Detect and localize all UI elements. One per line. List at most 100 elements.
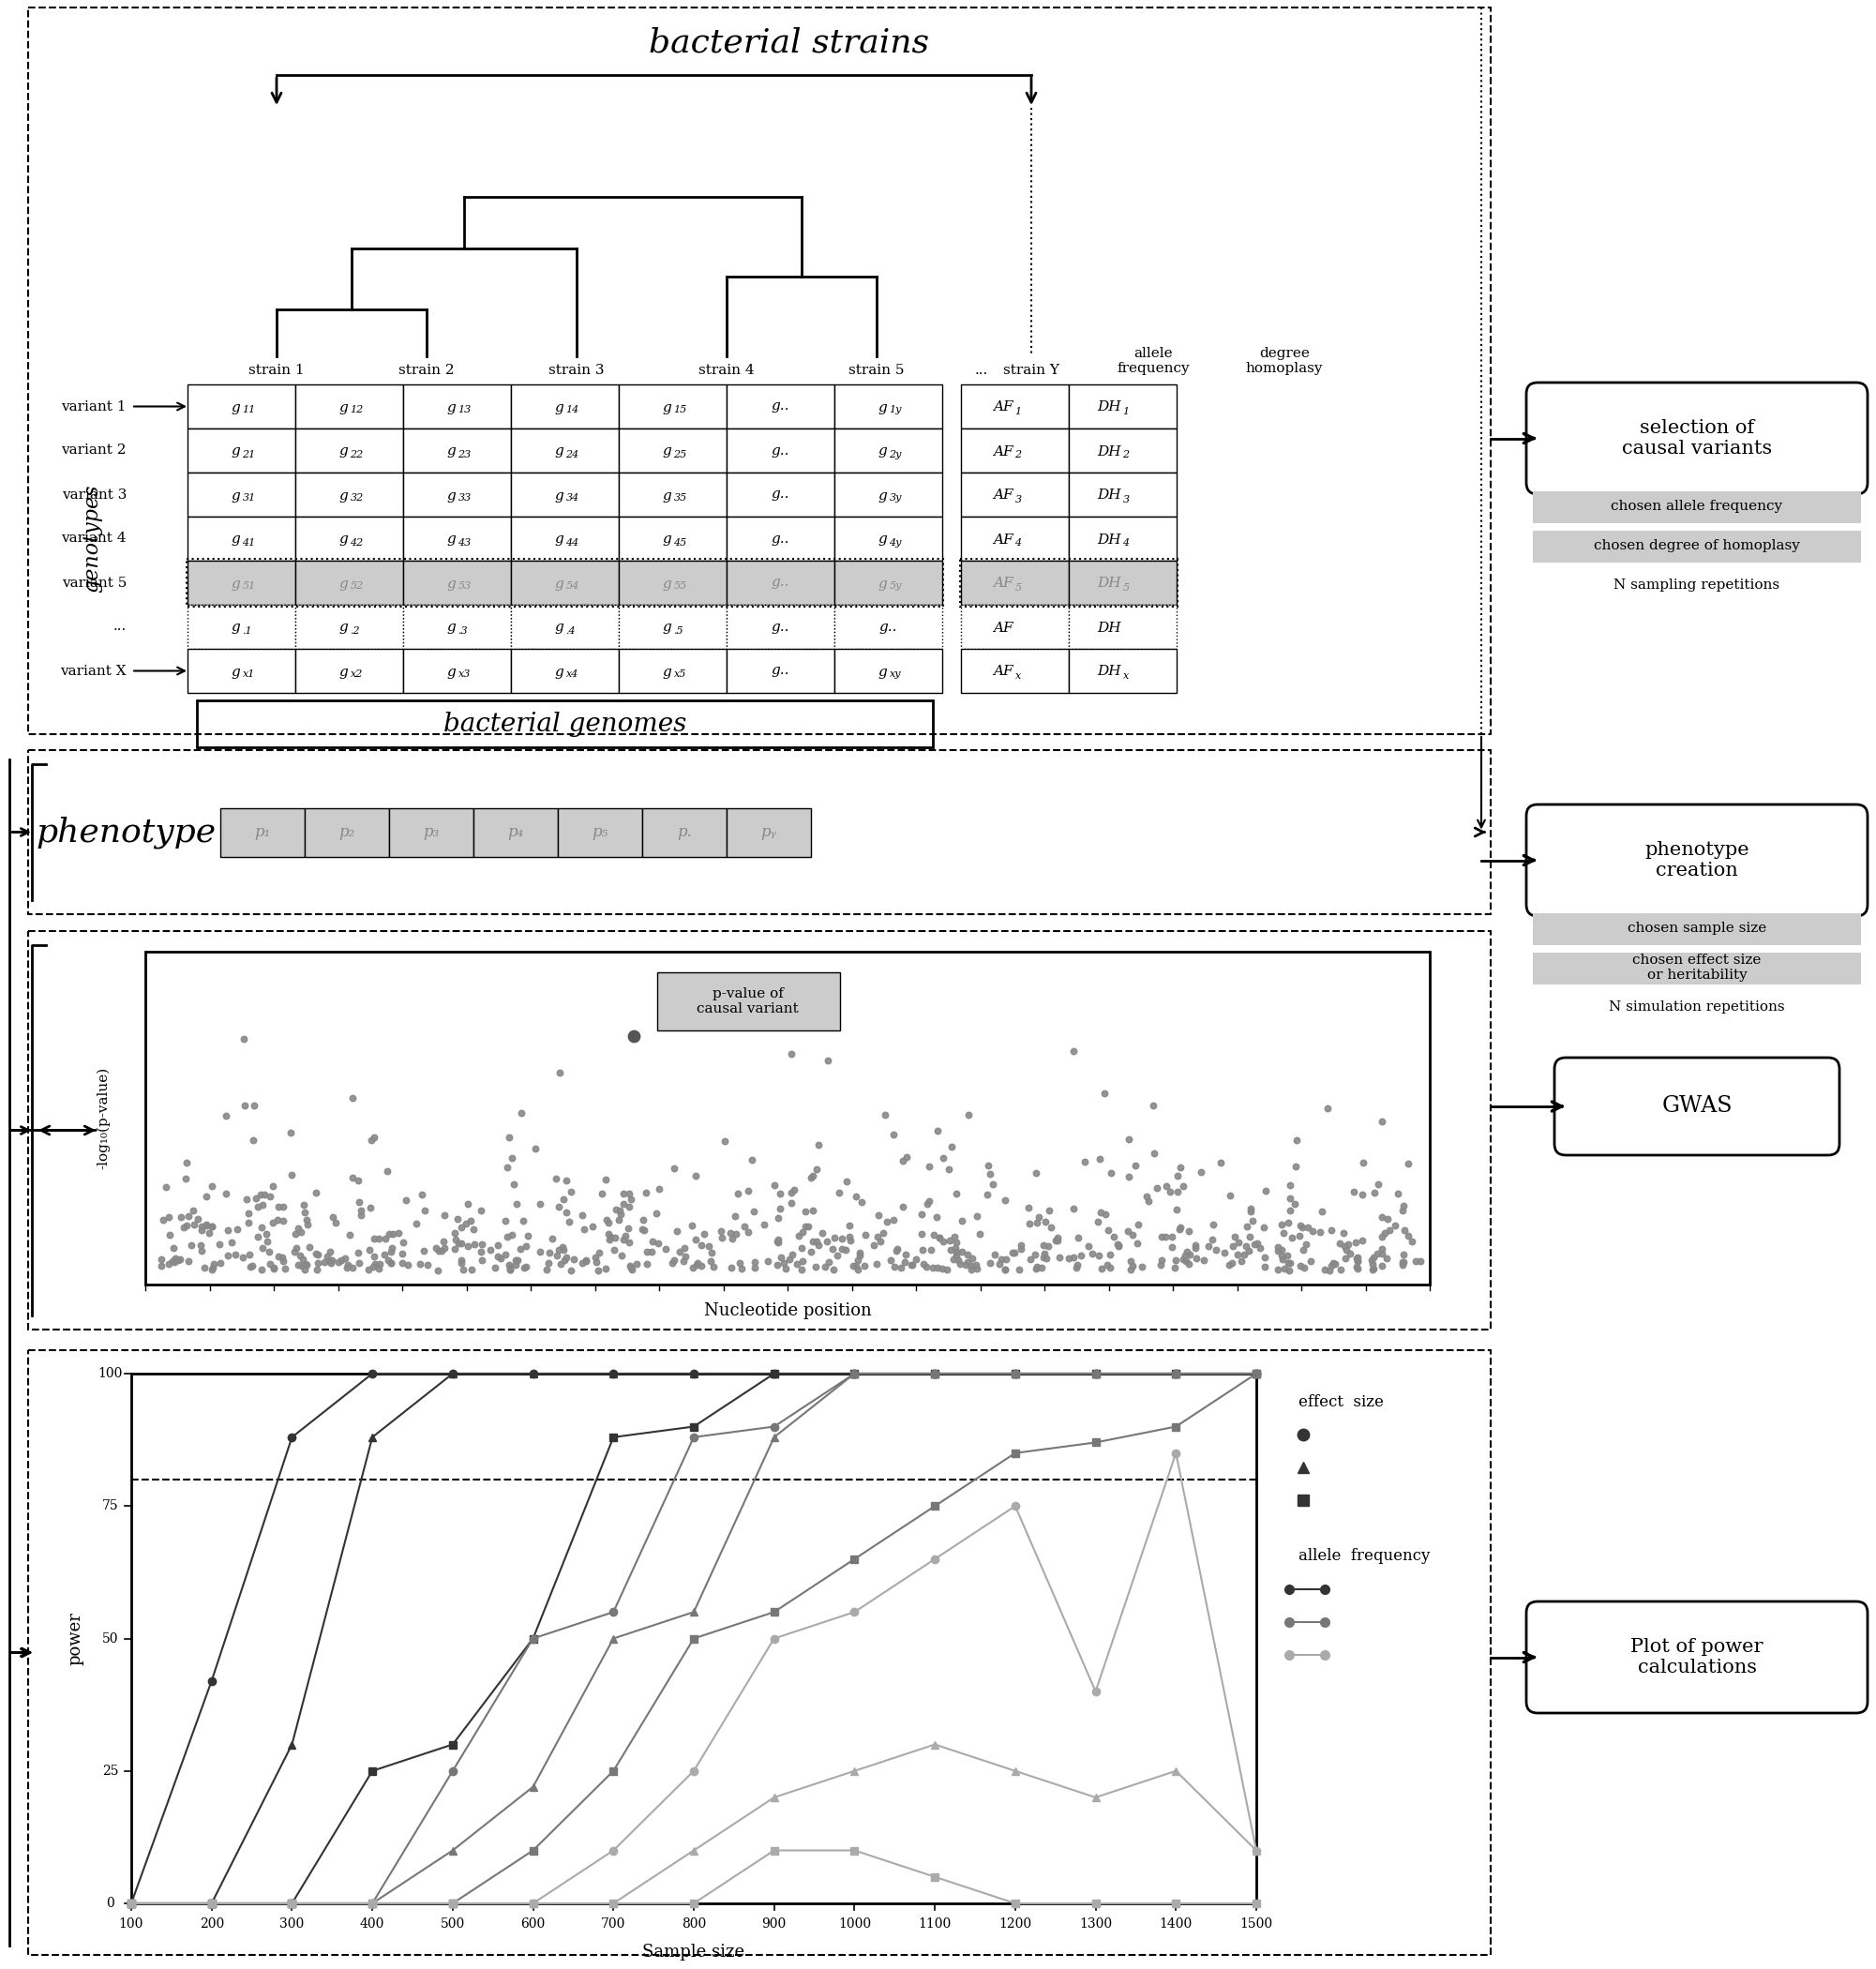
Point (1208, 1237, 1238, 1268)
Point (238, 1124, 268, 1156)
Point (1197, 1225, 1227, 1256)
Point (795, 1162, 825, 1193)
Point (606, 1199, 636, 1231)
Point (1163, 1175, 1193, 1207)
Point (503, 1244, 533, 1276)
Point (1366, 1201, 1396, 1233)
Point (936, 1235, 966, 1266)
Point (533, 1246, 563, 1278)
Bar (510, 604, 619, 650)
Point (976, 1246, 1006, 1278)
Bar (295, 516, 403, 561)
Point (508, 1205, 538, 1237)
Point (321, 1207, 351, 1239)
Text: bacterial genomes: bacterial genomes (443, 711, 687, 736)
Point (446, 1213, 477, 1244)
Point (1289, 1252, 1319, 1284)
Point (1392, 1221, 1422, 1252)
Point (578, 1211, 608, 1242)
Text: g: g (231, 620, 240, 634)
Point (1165, 1213, 1195, 1244)
Bar (961, 559, 1178, 606)
Point (1122, 1229, 1152, 1260)
Point (1169, 1240, 1199, 1272)
Point (1381, 1209, 1411, 1240)
Point (1349, 1146, 1379, 1177)
Point (777, 1239, 807, 1270)
Text: g: g (878, 534, 887, 545)
Text: Nucleotide position: Nucleotide position (704, 1302, 870, 1319)
Point (1394, 1148, 1424, 1179)
Point (353, 1254, 383, 1286)
Point (870, 1099, 900, 1130)
Point (840, 1250, 870, 1282)
Point (358, 1250, 388, 1282)
Bar (186, 559, 944, 606)
Text: g: g (340, 445, 349, 459)
Point (1386, 1246, 1416, 1278)
Point (332, 1252, 362, 1284)
Point (717, 1223, 747, 1254)
Point (1234, 1235, 1264, 1266)
Bar (835, 650, 942, 693)
Point (383, 1217, 413, 1248)
Point (173, 1244, 203, 1276)
Point (891, 1142, 921, 1174)
Bar (403, 473, 510, 516)
Point (1193, 1231, 1223, 1262)
Point (912, 1252, 942, 1284)
Point (452, 1231, 482, 1262)
Point (1368, 1221, 1398, 1252)
Point (375, 1246, 405, 1278)
Text: x4: x4 (567, 669, 578, 679)
Bar (726, 650, 835, 693)
Point (972, 1179, 1002, 1211)
Point (492, 1221, 522, 1252)
Point (259, 1252, 289, 1284)
Point (458, 1213, 488, 1244)
Bar (619, 516, 726, 561)
Point (244, 1191, 274, 1223)
Text: 4: 4 (1122, 540, 1129, 547)
Point (295, 1231, 325, 1262)
Point (831, 1166, 861, 1197)
Point (475, 1235, 505, 1266)
Text: 45: 45 (673, 538, 687, 547)
Point (730, 1211, 760, 1242)
Point (234, 1239, 265, 1270)
Point (947, 1205, 977, 1237)
Point (775, 1242, 805, 1274)
Point (356, 1124, 386, 1156)
Text: g: g (555, 534, 565, 545)
Point (1283, 1221, 1313, 1252)
Text: g: g (231, 402, 240, 413)
Point (1268, 1244, 1298, 1276)
Text: GWAS: GWAS (1662, 1095, 1732, 1116)
Point (1388, 1239, 1418, 1270)
Bar (961, 604, 1069, 650)
Point (1090, 1197, 1120, 1229)
Point (593, 1217, 623, 1248)
Text: 11: 11 (242, 406, 255, 415)
Point (493, 1122, 523, 1154)
Point (606, 1195, 636, 1227)
Bar (403, 561, 510, 604)
Text: strain Y: strain Y (1004, 364, 1060, 376)
Point (698, 1252, 728, 1284)
Point (255, 1179, 285, 1211)
Point (934, 1225, 964, 1256)
Point (544, 1191, 574, 1223)
Point (1041, 1225, 1071, 1256)
Point (291, 1203, 321, 1235)
Point (1236, 1193, 1266, 1225)
Point (492, 1152, 522, 1183)
Text: genotypes: genotypes (81, 484, 101, 593)
Bar (28, 750, 1491, 914)
Point (715, 1217, 745, 1248)
Point (797, 1160, 827, 1191)
Point (1223, 1227, 1253, 1258)
Text: ...: ... (113, 620, 126, 634)
Point (1229, 1239, 1259, 1270)
Text: g: g (446, 402, 456, 413)
Point (1396, 1225, 1426, 1256)
